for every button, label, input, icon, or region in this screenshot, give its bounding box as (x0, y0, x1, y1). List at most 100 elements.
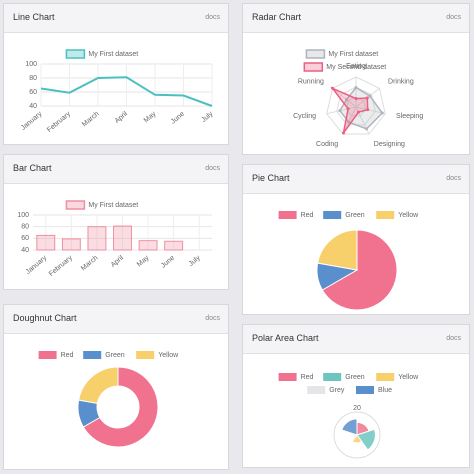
radar-label: Running (298, 78, 324, 85)
panel-title: Radar Chart (252, 12, 302, 22)
bar (138, 240, 158, 251)
r-tick-label: 20 (353, 405, 361, 412)
polar-segment (356, 428, 376, 451)
bar (113, 225, 132, 251)
legend-label: Grey (329, 387, 345, 394)
radar-label: Sleeping (396, 113, 423, 120)
chart: My First dataset 40 60 80 100 January February… (20, 49, 215, 134)
legend-swatch (83, 351, 102, 359)
y-tick-label: 60 (21, 235, 29, 242)
legend-label: My Second dataset (326, 64, 386, 71)
polar-segment (351, 434, 363, 444)
legend-label: Blue (378, 387, 392, 394)
radar-point (366, 108, 370, 112)
x-tick-label: February (48, 254, 74, 278)
bar (164, 240, 184, 251)
radar-point (354, 97, 358, 101)
panel-title: Bar Chart (13, 163, 52, 173)
x-tick-label: June (160, 255, 176, 270)
legend-swatch (323, 211, 342, 219)
legend-label: Yellow (158, 352, 179, 359)
legend-label: Red (301, 212, 314, 219)
y-tick-label: 80 (21, 224, 29, 231)
panel: Bar Chart docs My First dataset 40 60 80 100 Ja… (3, 154, 229, 290)
x-tick-label: March (81, 111, 100, 129)
chart: Red Green Yellow (38, 351, 179, 448)
pie-slice (321, 229, 398, 311)
y-tick-label: 100 (17, 212, 29, 219)
radar-series (339, 86, 384, 130)
radar-label: Designing (374, 141, 405, 148)
radar-point (338, 109, 342, 113)
legend-swatch (323, 373, 342, 381)
y-tick-label: 40 (21, 247, 29, 254)
chart: Red Green Yellow Grey Blue 20 (278, 373, 419, 459)
legend-label: Yellow (398, 374, 419, 381)
line-series (40, 76, 213, 107)
doughnut-slice (78, 366, 119, 404)
x-tick-label: July (188, 254, 202, 268)
legend-swatch (305, 49, 326, 59)
legend-swatch (278, 211, 297, 219)
x-tick-label: April (110, 254, 126, 269)
chart: My First dataset 40 60 80 100 January February… (17, 200, 212, 278)
radar-point (331, 86, 335, 90)
legend-swatch (136, 351, 155, 359)
docs-link[interactable]: docs (446, 335, 461, 342)
y-tick-label: 100 (25, 61, 37, 68)
docs-link[interactable]: docs (446, 175, 461, 182)
docs-link[interactable]: docs (205, 315, 220, 322)
radar-point (346, 107, 350, 111)
legend-label: My First dataset (88, 202, 138, 209)
radar-point (365, 127, 369, 131)
radar-label: Drinking (388, 78, 414, 85)
bar (87, 226, 107, 251)
panel-header: Radar Chart docs (243, 4, 469, 33)
x-tick-label: May (143, 110, 158, 124)
panel-header: Doughnut Chart docs (4, 305, 228, 334)
radar-point (380, 111, 384, 115)
x-tick-label: February (46, 110, 72, 134)
panel-header: Line Chart docs (4, 4, 228, 33)
legend-swatch (65, 49, 86, 59)
legend-swatch (65, 200, 86, 210)
panel-title: Pie Chart (252, 173, 290, 183)
radar-point (342, 131, 346, 135)
panel-title: Doughnut Chart (13, 313, 77, 323)
x-tick-label: January (20, 110, 44, 132)
panel-header: Polar Area Chart docs (243, 325, 469, 354)
polar-segment (341, 418, 358, 436)
panel-header: Pie Chart docs (243, 165, 469, 194)
panel: Polar Area Chart docs Red Green Yellow Grey Bl… (242, 324, 470, 468)
legend-label: My First dataset (88, 51, 138, 58)
legend-swatch (356, 386, 374, 394)
panel: Doughnut Chart docs Red Green Yellow (3, 304, 229, 470)
legend-label: My First dataset (328, 51, 378, 58)
docs-link[interactable]: docs (205, 14, 220, 21)
legend-swatch (376, 373, 395, 381)
radar-ring (326, 76, 386, 135)
doughnut-slice (82, 366, 159, 448)
panel-title: Line Chart (13, 12, 55, 22)
y-tick-label: 80 (29, 75, 37, 82)
legend-swatch (376, 211, 395, 219)
legend-label: Red (301, 374, 314, 381)
radar-point (356, 110, 360, 114)
panel-title: Polar Area Chart (252, 333, 319, 343)
legend-label: Green (345, 374, 365, 381)
radar-label: Cycling (293, 113, 316, 120)
radar-point (354, 86, 358, 89)
radar-point (365, 96, 369, 100)
bar (61, 238, 81, 251)
radar-spoke (355, 106, 386, 115)
docs-link[interactable]: docs (446, 14, 461, 21)
docs-link[interactable]: docs (205, 165, 220, 172)
radar-spoke (332, 87, 357, 108)
radar-point (368, 94, 372, 98)
legend-swatch (278, 373, 297, 381)
legend-label: Green (345, 212, 365, 219)
x-tick-label: May (136, 254, 151, 268)
bar (36, 234, 56, 251)
